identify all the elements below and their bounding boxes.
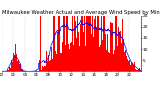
Text: Milwaukee Weather Actual and Average Wind Speed by Minute mph (Last 24 Hours): Milwaukee Weather Actual and Average Win… [2,10,160,15]
